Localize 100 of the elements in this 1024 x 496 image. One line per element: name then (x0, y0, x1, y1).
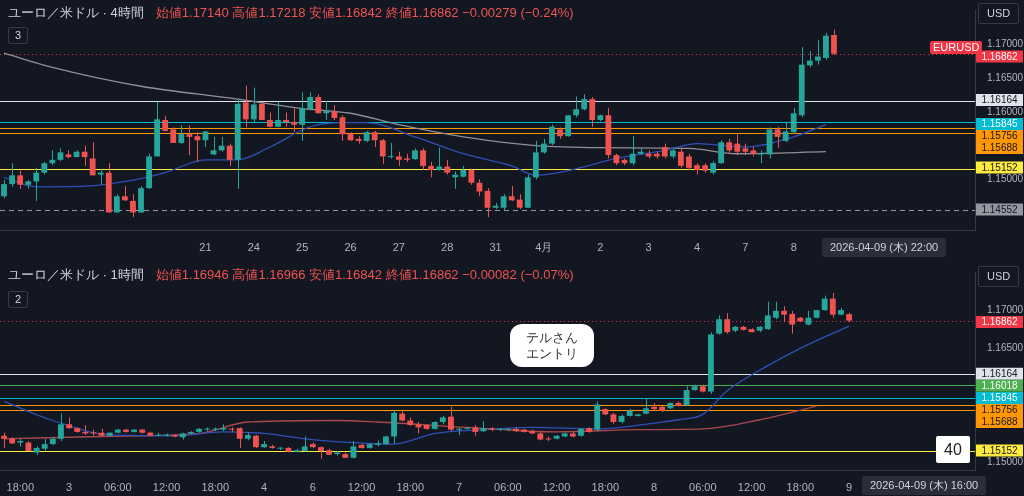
candlestick (724, 312, 731, 335)
x-tick-label: 06:00 (104, 480, 132, 493)
candlestick (718, 139, 725, 165)
ref-line-label: 1.15152 (981, 161, 1019, 173)
x-tick-label: 21 (199, 240, 212, 253)
x-tick-label: 4 (261, 480, 268, 493)
candlestick (549, 124, 555, 146)
candlestick (379, 138, 386, 165)
x-tick-label: 28 (441, 240, 454, 253)
candlestick (242, 85, 249, 128)
candlestick (17, 170, 24, 190)
candlestick (236, 426, 243, 449)
y-tick-label: 1.17000 (987, 38, 1024, 50)
x-tick-label: 12:00 (152, 480, 181, 493)
x-tick-label: 24 (247, 240, 260, 253)
y-tick-label: 1.16000 (987, 105, 1024, 117)
x-tick-label: 18:00 (396, 480, 425, 493)
ref-line-label: 1.14552 (981, 203, 1019, 215)
candlestick (790, 107, 797, 135)
x-tick-label: 26 (344, 240, 357, 253)
candlestick (391, 409, 397, 444)
y-tick-label: 1.16500 (987, 71, 1024, 83)
x-tick-label: 4月 (535, 240, 553, 253)
candlestick (9, 162, 15, 188)
candlestick (299, 91, 306, 142)
ref-line-label: 1.15756 (981, 130, 1019, 142)
candlestick (307, 91, 314, 112)
x-tick-label: 8 (790, 240, 797, 253)
x-tick-label: 4 (693, 240, 701, 253)
x-tick-label: 12:00 (542, 480, 571, 493)
annotation: 3 (8, 27, 29, 45)
ref-line-label: 1.16862 (981, 50, 1019, 62)
candlestick (1, 179, 7, 199)
candlestick (448, 406, 454, 432)
x-tick-label: 06:00 (494, 480, 522, 493)
annotation: 2 (8, 291, 29, 309)
chart-title: ユーロ／米ドル · 4時間 (8, 4, 144, 22)
ref-line-label: 1.15756 (981, 404, 1019, 416)
candlestick (589, 96, 596, 128)
ref-line-label: 1.16018 (981, 379, 1019, 391)
x-tick-label: 7 (456, 480, 463, 493)
x-tick-label: 18:00 (786, 480, 815, 493)
annotation: テルさんエントリ (510, 324, 594, 368)
chart-subtitle: 始値1.17140 高値1.17218 安値1.16842 終値1.16862 −0.00279 (−0.24%) (155, 4, 574, 22)
candlestick (829, 292, 836, 319)
text: 2026-04-09 (木) 22:00 (822, 238, 947, 258)
x-tick-label: 9 (846, 480, 853, 493)
x-tick-label: 18:00 (201, 480, 230, 493)
line-series (3, 325, 850, 445)
candlestick (823, 32, 829, 61)
text: 2026-04-09 (木) 16:00 (862, 476, 987, 496)
candlestick (226, 143, 233, 167)
y-tick-label: 1.15000 (987, 456, 1024, 468)
ref-line-label: 1.15845 (981, 392, 1019, 404)
candlestick (782, 122, 789, 143)
x-tick-label: 3 (66, 480, 73, 493)
x-tick-label: 27 (392, 240, 405, 253)
x-tick-label: 8 (651, 480, 658, 493)
candlestick (33, 167, 40, 202)
candlestick (464, 426, 471, 431)
candlestick (58, 413, 64, 442)
annotation: EURUSD (930, 41, 983, 55)
candlestick (81, 145, 88, 167)
candlestick (291, 108, 298, 133)
x-tick-label: 06:00 (689, 480, 717, 493)
candlestick (573, 95, 580, 118)
candlestick (436, 147, 443, 172)
legend-label: 1.15688 (981, 416, 1019, 428)
text: USD (978, 3, 1020, 25)
candlestick (764, 301, 771, 331)
legend-label: 1.15688 (981, 142, 1019, 154)
candlestick (250, 87, 257, 123)
ref-line-label: 1.16862 (981, 316, 1019, 328)
chart-subtitle: 始値1.16946 高値1.16966 安値1.16842 終値1.16862 −0.00082 (−0.07%) (155, 266, 574, 284)
annotation: 40 (936, 436, 970, 464)
y-tick-label: 1.16500 (987, 341, 1024, 353)
ref-line-label: 1.16164 (981, 367, 1019, 379)
ref-line-label: 1.16164 (981, 94, 1019, 106)
candlestick (565, 114, 571, 138)
x-tick-label: 2 (597, 240, 604, 253)
x-tick-label: 7 (742, 240, 749, 253)
candlestick (275, 101, 281, 128)
y-tick-label: 1.17000 (987, 303, 1024, 315)
candlestick (734, 133, 741, 156)
chart-title: ユーロ／米ドル · 1時間 (8, 266, 144, 284)
x-tick-label: 31 (489, 240, 502, 253)
ref-line-label: 1.15152 (981, 444, 1019, 456)
candlestick (186, 124, 193, 156)
x-tick-label: 25 (296, 240, 309, 253)
candlestick (178, 124, 185, 145)
candlestick (130, 193, 136, 218)
x-tick-label: 12:00 (347, 480, 376, 493)
line-series (3, 52, 827, 155)
candlestick (831, 29, 837, 56)
candlestick (789, 310, 796, 335)
text: USD (978, 266, 1020, 288)
x-tick-label: 12:00 (737, 480, 766, 493)
x-tick-label: 3 (645, 240, 652, 253)
candlestick (814, 39, 821, 66)
y-tick-label: 1.15000 (987, 173, 1024, 185)
